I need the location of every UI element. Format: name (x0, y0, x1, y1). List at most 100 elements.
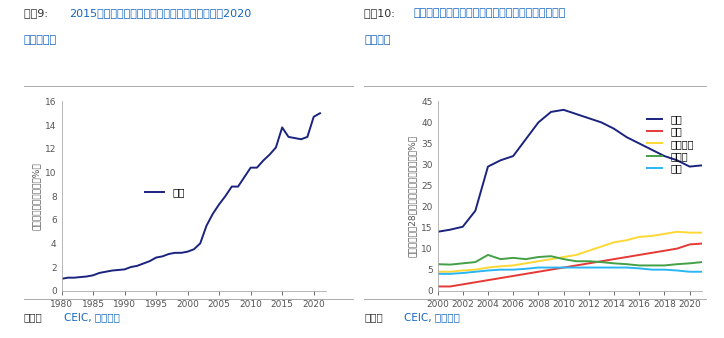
印度 (433, 272, 442, 276)
印度 (660, 268, 669, 272)
越南 (673, 247, 681, 251)
Line: 孟加拉国: 孟加拉国 (437, 232, 702, 272)
中国 (635, 141, 644, 145)
印度 (635, 266, 644, 270)
印度 (521, 267, 530, 271)
Y-axis label: 在美国和欧盟28国服装进口市场中的份额（%）: 在美国和欧盟28国服装进口市场中的份额（%） (408, 135, 417, 257)
孟加拉国 (458, 268, 467, 272)
孟加拉国 (597, 244, 606, 248)
孟加拉国 (572, 253, 581, 257)
印度 (698, 270, 707, 274)
越南 (559, 266, 568, 270)
印度 (509, 268, 518, 272)
越南 (660, 249, 669, 253)
印度 (458, 271, 467, 275)
越南 (446, 285, 455, 289)
中国 (458, 225, 467, 229)
土耳其 (610, 261, 618, 265)
印度 (547, 266, 555, 270)
越南 (433, 285, 442, 289)
越南 (623, 255, 631, 259)
土耳其 (458, 261, 467, 265)
孟加拉国 (647, 234, 656, 238)
土耳其 (623, 262, 631, 266)
越南 (534, 270, 543, 274)
土耳其 (471, 260, 480, 264)
印度 (496, 268, 505, 272)
Text: CEIC, 瑞银估算: CEIC, 瑞银估算 (64, 313, 119, 323)
Line: 土耳其: 土耳其 (437, 255, 702, 265)
印度 (471, 270, 480, 274)
越南 (597, 259, 606, 263)
印度 (673, 268, 681, 272)
印度 (484, 268, 492, 272)
Text: 有所上升: 有所上升 (364, 35, 391, 46)
印度 (597, 266, 606, 270)
孟加拉国 (698, 231, 707, 235)
中国 (433, 230, 442, 234)
孟加拉国 (547, 257, 555, 261)
中国 (521, 137, 530, 141)
越南 (635, 253, 644, 257)
土耳其 (698, 260, 707, 264)
土耳其 (559, 257, 568, 261)
越南 (521, 272, 530, 276)
Line: 中国: 中国 (437, 110, 702, 232)
中国 (660, 154, 669, 158)
印度 (534, 266, 543, 270)
Text: 来源：: 来源： (24, 313, 43, 323)
越南 (496, 276, 505, 280)
土耳其 (660, 263, 669, 267)
孟加拉国 (635, 235, 644, 239)
印度 (647, 268, 656, 272)
Text: 来源：: 来源： (364, 313, 383, 323)
中国 (673, 158, 681, 162)
土耳其 (547, 254, 555, 258)
越南 (647, 251, 656, 255)
孟加拉国 (471, 268, 480, 272)
土耳其 (572, 259, 581, 263)
孟加拉国 (623, 238, 631, 242)
中国 (484, 165, 492, 169)
Legend: 出口: 出口 (141, 183, 189, 201)
印度 (584, 266, 593, 270)
土耳其 (635, 263, 644, 267)
越南 (458, 282, 467, 286)
中国 (534, 120, 543, 124)
越南 (547, 268, 555, 272)
Text: 图表10:: 图表10: (364, 8, 398, 19)
中国 (698, 163, 707, 167)
土耳其 (584, 259, 593, 263)
越南 (509, 274, 518, 278)
越南 (610, 257, 618, 261)
中国 (584, 116, 593, 120)
中国 (623, 135, 631, 139)
孟加拉国 (610, 240, 618, 244)
Line: 越南: 越南 (437, 244, 702, 287)
孟加拉国 (521, 261, 530, 265)
孟加拉国 (559, 255, 568, 259)
中国 (509, 154, 518, 158)
Line: 印度: 印度 (437, 268, 702, 274)
土耳其 (446, 263, 455, 267)
土耳其 (597, 260, 606, 264)
印度 (559, 266, 568, 270)
中国 (471, 209, 480, 213)
土耳其 (647, 263, 656, 267)
Text: 中国丧失服装市场份额，而越南和孟加拉国市场份额: 中国丧失服装市场份额，而越南和孟加拉国市场份额 (413, 8, 565, 19)
孟加拉国 (686, 231, 694, 235)
孟加拉国 (509, 263, 518, 267)
中国 (610, 127, 618, 131)
土耳其 (673, 262, 681, 266)
中国 (572, 112, 581, 116)
中国 (559, 108, 568, 112)
越南 (686, 242, 694, 246)
孟加拉国 (496, 264, 505, 268)
印度 (610, 266, 618, 270)
土耳其 (484, 253, 492, 257)
Y-axis label: 中国占全球市场份额（%）: 中国占全球市场份额（%） (32, 162, 41, 230)
土耳其 (433, 262, 442, 266)
越南 (572, 263, 581, 267)
印度 (446, 272, 455, 276)
孟加拉国 (484, 266, 492, 270)
